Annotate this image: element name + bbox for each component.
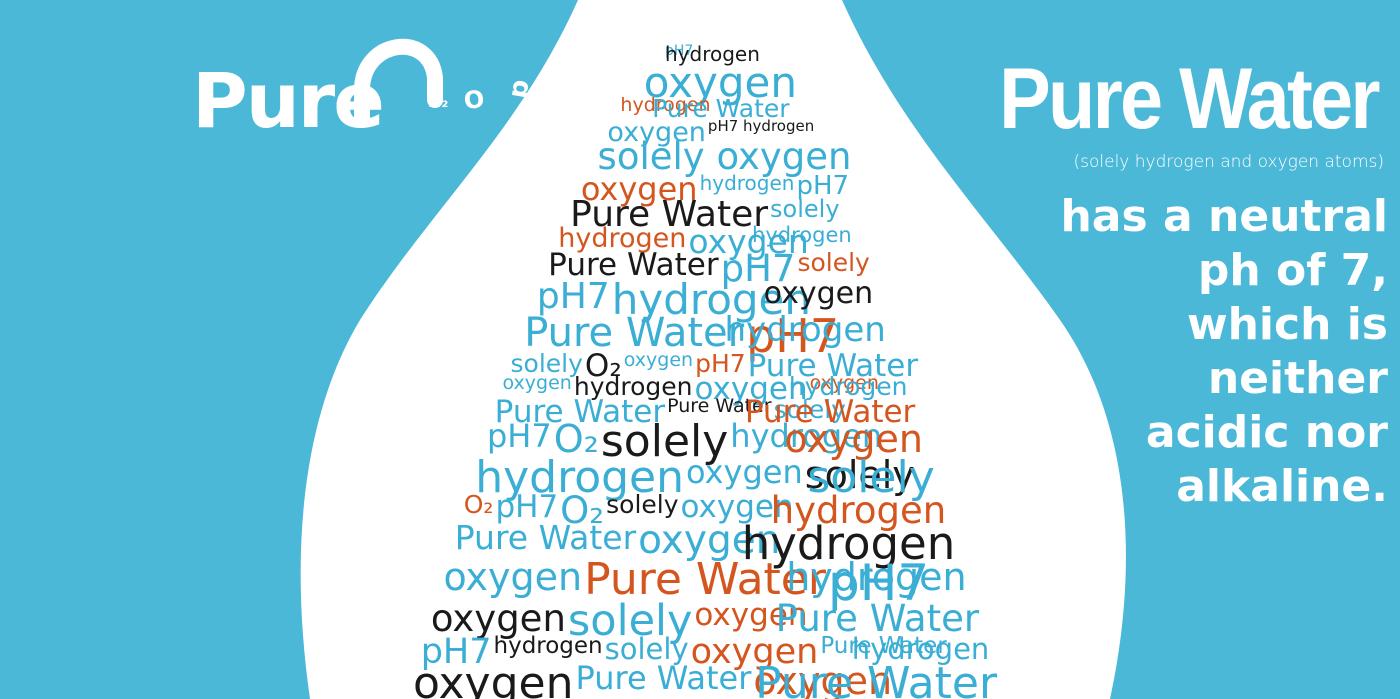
cloud-word: pH7	[720, 247, 796, 290]
cloud-word: Pure Water	[494, 394, 666, 430]
cloud-word: solely	[567, 596, 693, 646]
body-line: neither	[1207, 353, 1388, 404]
cloud-word: solely	[804, 453, 915, 497]
body-line: acidic nor	[1145, 407, 1388, 458]
cloud-word: hydrogen	[730, 417, 883, 455]
cloud-word: Pure Water	[575, 659, 752, 697]
cloud-word: Pure Water	[820, 633, 947, 659]
cloud-word: oxygen	[623, 349, 694, 371]
logo-trail-h2: H₂	[428, 92, 449, 111]
headline-body: has a neutral ph of 7, which is neither …	[1028, 190, 1388, 514]
cloud-word: Pure Water	[454, 518, 637, 557]
cloud-word: oxygen	[694, 597, 808, 633]
cloud-word: hydrogen	[786, 555, 967, 599]
cloud-word: solely	[510, 349, 583, 378]
cloud-word: oxygen	[443, 555, 583, 599]
cloud-word: oxygen	[643, 58, 798, 107]
cloud-word: pH7	[695, 349, 746, 378]
cloud-word: O₂	[584, 348, 622, 384]
cloud-word: hydrogen	[558, 223, 687, 254]
cloud-word: oxygen	[607, 117, 706, 148]
cloud-word: hydrogen	[851, 632, 990, 666]
cloud-word: Pure Water	[524, 310, 745, 356]
logo-text: Pure	[192, 56, 385, 145]
cloud-word: oxygen	[809, 372, 879, 394]
cloud-word: hydrogen	[788, 372, 908, 401]
cloud-word: O₂	[463, 490, 494, 519]
cloud-word: oxygen	[502, 372, 572, 394]
cloud-word: oxygen	[688, 222, 809, 261]
cloud-word: solely	[600, 416, 729, 467]
headline-title: Pure Water	[999, 51, 1380, 147]
cloud-word: oxygen	[430, 597, 566, 640]
cloud-word: hydrogen	[752, 223, 852, 247]
cloud-word: solely	[807, 452, 935, 503]
cloud-word: solely oxygen	[597, 135, 852, 178]
body-line: has a neutral	[1060, 191, 1388, 242]
cloud-word: solely	[770, 195, 840, 223]
cloud-word: oxygen	[694, 371, 808, 407]
cloud-word: Pure Water	[570, 194, 769, 235]
cloud-word: hydrogen	[475, 452, 685, 503]
cloud-word: hydrogen	[611, 275, 812, 324]
cloud-word: Pure Water	[775, 597, 980, 640]
cloud-word: pH7	[420, 632, 492, 672]
cloud-word: Pure Water	[755, 658, 998, 699]
faucet-icon	[354, 38, 443, 128]
cloud-word: solely	[604, 632, 689, 666]
cloud-word: solely	[606, 490, 679, 519]
cloud-word: pH7	[495, 489, 559, 525]
cloud-word: Pure Water	[744, 394, 916, 430]
cloud-word: oxygen	[784, 417, 923, 461]
cloud-word: hydrogen	[770, 489, 947, 532]
cloud-word: pH7	[796, 171, 850, 201]
cloud-word: hydrogen	[724, 310, 886, 350]
cloud-word: oxygen	[763, 276, 874, 311]
logo-trail: H₂ O p h 7	[428, 53, 638, 142]
cloud-word: hydrogen	[699, 171, 795, 195]
body-line: ph of 7,	[1197, 245, 1388, 296]
cloud-word: O₂	[560, 489, 605, 532]
water-drop-icon	[300, 0, 1126, 699]
cloud-word: solely	[797, 248, 870, 277]
cloud-word: oxygen	[680, 489, 794, 525]
cloud-word: oxygen	[580, 170, 698, 208]
cloud-word: Pure Water	[747, 348, 919, 384]
cloud-word: pH7	[486, 417, 552, 455]
cloud-word: Pure Water	[584, 554, 826, 605]
cloud-word: hydrogen	[665, 42, 760, 66]
cloud-word: solely	[773, 395, 846, 424]
cloud-word: Pure Water	[667, 395, 772, 417]
cloud-word: hydrogen	[620, 94, 711, 116]
cloud-word: oxygen	[412, 658, 574, 699]
cloud-word: hydrogen	[573, 372, 693, 401]
cloud-word: oxygen	[753, 659, 893, 699]
body-line: which is	[1186, 299, 1388, 350]
cloud-word: hydrogen	[741, 517, 956, 570]
cloud-word: oxygen	[686, 453, 803, 491]
cloud-word: pH7	[746, 309, 840, 363]
cloud-word: O₂	[553, 417, 599, 461]
cloud-word: pH7	[665, 43, 694, 59]
cloud-word: oxygen	[690, 632, 819, 672]
cloud-word: pH7 hydrogen	[707, 117, 815, 135]
cloud-word: Pure Water	[548, 247, 719, 283]
body-line: alkaline.	[1176, 461, 1388, 512]
cloud-word: Pure Water	[652, 94, 790, 123]
cloud-word: pH7	[827, 554, 930, 612]
cloud-word: pH7	[536, 276, 610, 317]
headline-subtitle: (solely hydrogen and oxygen atoms)	[1073, 152, 1385, 172]
cloud-word: oxygen	[638, 518, 781, 563]
cloud-word: hydrogen	[493, 633, 603, 659]
